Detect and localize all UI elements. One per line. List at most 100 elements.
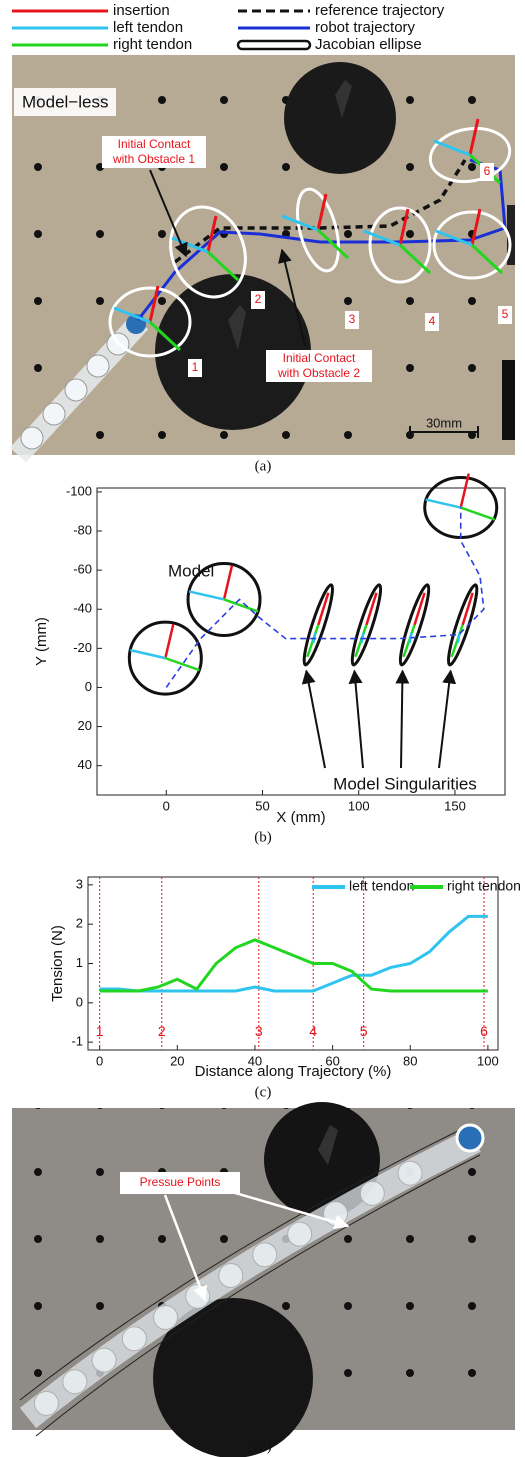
marker-box bbox=[498, 306, 512, 324]
insertion-direction bbox=[398, 208, 410, 246]
left-tendon-direction bbox=[456, 632, 461, 644]
legend-label: reference trajectory bbox=[315, 2, 445, 19]
annotation-box bbox=[102, 136, 206, 168]
legend-label: left tendon bbox=[349, 878, 414, 894]
scale-label: 30mm bbox=[426, 415, 462, 430]
x-tick-label: 50 bbox=[255, 798, 269, 813]
right-tendon-direction bbox=[316, 228, 350, 260]
left-tendon-direction bbox=[171, 236, 209, 254]
x-tick-label: 0 bbox=[96, 1053, 103, 1068]
legend-swatch bbox=[236, 39, 312, 51]
waypoint-marker: 2 bbox=[255, 292, 262, 306]
y-tick-label: 0 bbox=[85, 679, 92, 694]
guide-curve bbox=[19, 1124, 471, 1401]
legend-label: left tendon bbox=[113, 19, 183, 36]
waypoint-marker: 1 bbox=[192, 360, 199, 374]
guide-curve bbox=[35, 1154, 481, 1437]
series-line bbox=[99, 938, 488, 993]
trajectory bbox=[165, 507, 485, 688]
insertion-direction bbox=[316, 193, 328, 231]
y-tick-label: -20 bbox=[73, 640, 92, 655]
x-tick-label: 20 bbox=[170, 1053, 184, 1068]
annotation-arrow bbox=[163, 1194, 208, 1302]
waypoint-marker: 4 bbox=[429, 314, 436, 328]
plot-frame bbox=[87, 876, 499, 1051]
obstacle bbox=[153, 1298, 313, 1457]
annotation: Model bbox=[168, 561, 214, 580]
annotation-arrow bbox=[395, 669, 410, 769]
left-tendon-direction bbox=[433, 139, 471, 157]
obstacle bbox=[284, 62, 396, 174]
annotation-arrow bbox=[438, 669, 457, 769]
waypoint-label: 4 bbox=[309, 1023, 317, 1039]
photo-d: Pressue Points bbox=[12, 1102, 515, 1457]
reference-trajectory bbox=[173, 159, 467, 264]
waypoint-marker: 5 bbox=[502, 307, 509, 321]
marker-box bbox=[188, 359, 202, 377]
annotation: with Obstacle 2 bbox=[277, 366, 360, 380]
jacobian-ellipses bbox=[108, 126, 512, 358]
caption: (c) bbox=[255, 1084, 272, 1100]
annotation-box bbox=[120, 1172, 240, 1194]
annotation: Model Singularities bbox=[333, 774, 477, 793]
legend-label: robot trajectory bbox=[315, 19, 416, 36]
jacobian-ellipse bbox=[186, 561, 262, 637]
caption: (b) bbox=[254, 829, 272, 845]
robot-trajectory bbox=[136, 158, 507, 321]
photo-tag: Model−less bbox=[22, 92, 108, 111]
caption: (a) bbox=[255, 458, 272, 474]
jacobian-ellipse bbox=[169, 205, 247, 299]
waypoint-markers: 1 2 3 4 5 6 bbox=[188, 163, 512, 377]
fixture bbox=[502, 360, 515, 440]
insertion-direction bbox=[365, 592, 378, 626]
y-tick-label: -80 bbox=[73, 522, 92, 537]
x-tick-label: 60 bbox=[325, 1053, 339, 1068]
robot-segment bbox=[121, 1326, 147, 1352]
obstacle bbox=[155, 274, 311, 430]
robot-segment bbox=[20, 426, 44, 450]
y-tick-label: 2 bbox=[76, 916, 83, 931]
robot-segment bbox=[153, 1305, 179, 1331]
annotation-box bbox=[266, 350, 372, 382]
jacobian-ellipse bbox=[446, 583, 479, 667]
insertion-direction bbox=[222, 565, 234, 600]
robot-segment bbox=[397, 1160, 423, 1186]
legend-label: insertion bbox=[113, 2, 170, 19]
y-axis-label: Tension (N) bbox=[49, 925, 66, 1002]
robot-segment bbox=[64, 378, 88, 402]
tendon-directions bbox=[113, 118, 504, 352]
waypoint-marker: 6 bbox=[484, 164, 491, 178]
left-tendon-direction bbox=[113, 306, 151, 324]
right-tendon-direction bbox=[460, 506, 496, 521]
left-tendon-direction bbox=[425, 498, 462, 509]
robot-segment bbox=[252, 1242, 278, 1268]
annotation-arrow bbox=[348, 669, 364, 769]
jacobian-ellipse bbox=[350, 583, 383, 667]
y-axis-label: Y (mm) bbox=[33, 617, 50, 666]
insertion-direction bbox=[164, 623, 175, 659]
annotation-arrow bbox=[231, 1190, 350, 1230]
caption: (d) bbox=[254, 1438, 272, 1454]
y-tick-label: -1 bbox=[71, 1034, 83, 1049]
waypoint-label: 5 bbox=[360, 1023, 368, 1039]
waypoint-label: 1 bbox=[96, 1023, 104, 1039]
annotation-arrow bbox=[301, 669, 326, 769]
jacobian-ellipse bbox=[127, 620, 203, 696]
right-tendon-direction bbox=[398, 243, 432, 275]
waypoint-label: 6 bbox=[480, 1023, 488, 1039]
jacobian-ellipse bbox=[108, 286, 192, 358]
insertion-direction bbox=[148, 285, 160, 323]
jacobian-ellipse bbox=[368, 206, 432, 284]
robot-segment bbox=[33, 1390, 59, 1416]
x-tick-label: 80 bbox=[403, 1053, 417, 1068]
x-axis-label: Distance along Trajectory (%) bbox=[195, 1063, 392, 1080]
robot-segment bbox=[42, 402, 66, 426]
tag-box bbox=[14, 88, 116, 116]
robot-segment bbox=[287, 1221, 313, 1247]
x-tick-label: 0 bbox=[163, 798, 170, 813]
right-tendon-direction bbox=[206, 250, 240, 282]
jacobian-ellipse bbox=[302, 583, 334, 667]
insertion-direction bbox=[317, 592, 330, 626]
